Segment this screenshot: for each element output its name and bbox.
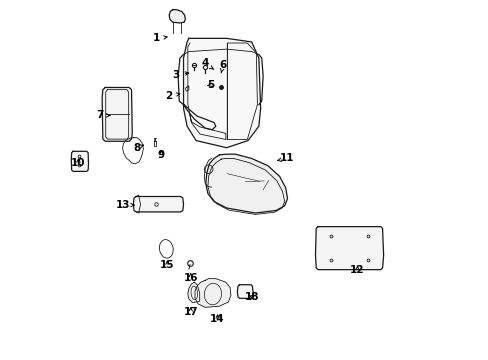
Text: 2: 2 (165, 91, 180, 101)
Text: 17: 17 (183, 307, 198, 317)
Polygon shape (195, 279, 230, 307)
Text: 16: 16 (183, 273, 198, 283)
Text: 11: 11 (277, 153, 294, 163)
Text: 12: 12 (349, 265, 364, 275)
Polygon shape (133, 197, 183, 212)
Text: 7: 7 (96, 111, 110, 121)
Polygon shape (187, 282, 199, 303)
Polygon shape (205, 154, 287, 213)
Text: 14: 14 (210, 314, 224, 324)
Text: 9: 9 (158, 150, 164, 160)
Text: 8: 8 (133, 143, 143, 153)
Polygon shape (315, 226, 383, 270)
Text: 6: 6 (219, 60, 226, 73)
Text: 13: 13 (116, 200, 134, 210)
Polygon shape (169, 10, 185, 23)
Text: 10: 10 (71, 158, 85, 168)
Polygon shape (183, 39, 260, 148)
Polygon shape (102, 87, 132, 141)
Polygon shape (71, 151, 88, 171)
Text: 1: 1 (153, 33, 167, 43)
Text: 18: 18 (244, 292, 258, 302)
Polygon shape (237, 285, 253, 298)
Text: 3: 3 (172, 70, 188, 80)
Text: 5: 5 (206, 80, 214, 90)
Text: 4: 4 (201, 58, 213, 69)
Text: 15: 15 (160, 260, 174, 270)
